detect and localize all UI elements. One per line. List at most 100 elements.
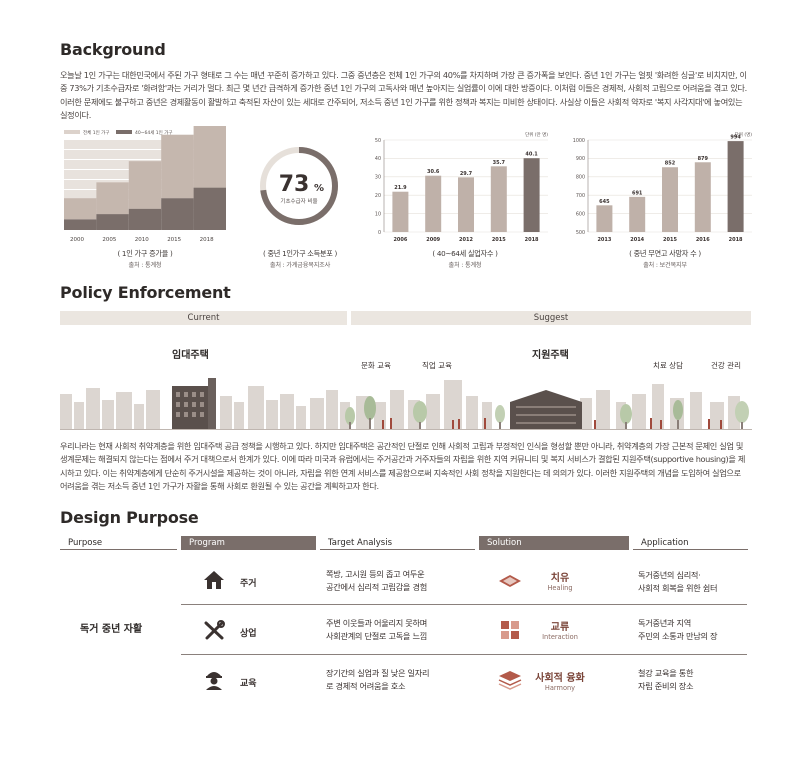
- unemployed-chart: 단위 (만 명) 0 10 20 30 40 50 21.9 2006 30.6 2009 29.7…: [368, 130, 553, 245]
- row-divider: [181, 604, 747, 605]
- background-paragraph: 오늘날 1인 가구는 대한민국에서 주된 가구 형태로 그 수는 매년 꾸준히 …: [60, 70, 747, 121]
- header-purpose: Purpose: [60, 536, 177, 550]
- unemployed-bar: [523, 158, 540, 232]
- lonely-xtick: 2015: [663, 237, 677, 243]
- policy-suggest-bar: Suggest: [351, 311, 751, 325]
- unemployed-source: 출처 : 통계청: [448, 262, 482, 269]
- stacked-bar-all: [128, 161, 162, 209]
- unemployed-caption: ( 40~64세 실업자수 ): [432, 249, 498, 258]
- lonely-value-label: 879: [698, 156, 709, 162]
- stacked-bar-all: [64, 198, 97, 220]
- stacked-grid-band: [64, 150, 226, 159]
- target-line-1: 쪽방, 고시원 등의 좁고 여두운: [326, 569, 425, 579]
- donut-source: 출처 : 가계금융복지조사: [269, 262, 331, 269]
- stacked-bars: [64, 108, 226, 230]
- stacked-bar-mid: [96, 214, 129, 230]
- application-line-2: 자립 준비의 장소: [638, 681, 694, 691]
- solution-korean: 교류: [550, 622, 570, 633]
- tag-health: 건강 관리: [711, 361, 741, 370]
- skyline-background-buildings: [60, 380, 740, 430]
- lonely-xtick: 2014: [630, 237, 644, 243]
- unemployed-ytick: 10: [375, 211, 381, 217]
- people: [382, 418, 722, 430]
- ground-line: [60, 429, 752, 430]
- donut-value: 73: [279, 172, 310, 197]
- lonely-chart: 단위 (명) 500 600 700 800 900 1000 645 2013 691 2014…: [572, 130, 757, 245]
- design-title: Design Purpose: [60, 508, 199, 527]
- header-program: Program: [181, 536, 316, 550]
- policy-paragraph: 우리나라는 현재 사회적 취약계층을 위한 임대주택 공급 정책을 시행하고 있…: [60, 441, 746, 492]
- legend-swatch-all: [64, 130, 80, 134]
- worker-icon: [206, 672, 222, 690]
- unemployed-ytick: 40: [375, 156, 381, 162]
- unemployed-value-label: 40.1: [525, 152, 538, 158]
- lonely-bar: [596, 205, 613, 232]
- lonely-unit: 단위 (명): [735, 131, 753, 138]
- lonely-ytick: 900: [576, 156, 585, 162]
- target-line-2: 공간에서 심리적 고립감을 경험: [326, 582, 427, 592]
- lonely-ytick: 1000: [573, 138, 585, 144]
- background-title: Background: [60, 40, 166, 59]
- lonely-value-label: 852: [665, 161, 676, 167]
- target-line-1: 주변 이웃들과 어울리지 못하며: [326, 618, 427, 628]
- suggest-label: 지원주택: [532, 350, 569, 361]
- unemployed-bar: [425, 175, 442, 232]
- stacked-chart-svg: 전체 1인 가구 40~64세 1인 가구 단위 (%) 20002005201…: [64, 108, 226, 243]
- donut-svg: 73 % 기초수급자 비율: [260, 147, 338, 225]
- tag-job: 직업 교육: [422, 361, 452, 370]
- application-line-1: 철강 교육을 통한: [638, 668, 694, 678]
- stacked-bar-all: [96, 182, 129, 215]
- lonely-bar: [629, 196, 646, 232]
- stacked-xtick: 2015: [167, 237, 181, 243]
- header-target: Target Analysis: [320, 536, 475, 550]
- lonely-xtick: 2013: [597, 237, 611, 243]
- target-line-2: 로 경제적 어려움을 호소: [326, 681, 406, 691]
- stacked-bar-mid: [161, 198, 194, 230]
- lonely-ytick: 800: [576, 175, 585, 181]
- trees: [345, 396, 749, 430]
- policy-title: Policy Enforcement: [60, 283, 231, 302]
- stacked-bar-mid: [193, 187, 226, 230]
- application-line-1: 독거중년의 심리적·: [638, 570, 701, 580]
- header-application: Application: [633, 536, 748, 550]
- application-line-2: 사회적 회복을 위한 쉼터: [638, 583, 718, 593]
- solution-english: Healing: [547, 584, 573, 592]
- donut-unit: %: [314, 183, 324, 194]
- unemployed-bar: [490, 166, 507, 232]
- stacked-xtick: 2005: [102, 237, 116, 243]
- application-line-2: 주민의 소통과 만남의 장: [638, 631, 718, 641]
- lonely-xtick: 2018: [729, 237, 743, 243]
- unemployed-xtick: 2009: [426, 237, 440, 243]
- stacked-bar-all: [161, 134, 194, 199]
- donut-chart: 73 % 기초수급자 비율: [258, 145, 340, 227]
- stacked-xtick: 2000: [70, 237, 84, 243]
- stacked-bar-mid: [128, 208, 162, 230]
- tools-icon: [204, 620, 225, 640]
- stacked-bar-all: [193, 108, 226, 188]
- stacked-caption: ( 1인 가구 증가율 ): [117, 249, 173, 258]
- unemployed-xtick: 2015: [492, 237, 506, 243]
- legend-swatch-mid: [116, 130, 132, 134]
- skyline-svg: [60, 378, 752, 430]
- suggest-building: [510, 390, 582, 430]
- lonely-ytick: 500: [576, 230, 585, 236]
- solution-icon: [499, 575, 521, 587]
- unemployed-value-label: 35.7: [493, 160, 506, 166]
- program-label: 교육: [240, 679, 257, 689]
- lonely-svg: 단위 (명) 500 600 700 800 900 1000 645 2013 691 2014…: [573, 131, 753, 243]
- lonely-source: 출처 : 보건복지부: [643, 262, 687, 269]
- donut-label: 기초수급자 비율: [280, 197, 317, 205]
- unemployed-xtick: 2006: [393, 237, 407, 243]
- unemployed-xtick: 2012: [459, 237, 473, 243]
- lonely-caption: ( 중년 무연고 사망자 수 ): [629, 249, 701, 258]
- lonely-xtick: 2016: [696, 237, 710, 243]
- solution-korean: 사회적 융화: [535, 673, 585, 684]
- house-icon: [204, 571, 224, 589]
- unemployed-ytick: 30: [375, 175, 381, 181]
- unemployed-value-label: 29.7: [460, 171, 473, 177]
- unemployed-ytick: 0: [378, 230, 381, 236]
- lonely-bar: [694, 162, 711, 232]
- target-line-2: 사회관계의 단절로 고독을 느낌: [326, 631, 427, 641]
- lonely-ytick: 600: [576, 211, 585, 217]
- unemployed-ytick: 50: [375, 138, 381, 144]
